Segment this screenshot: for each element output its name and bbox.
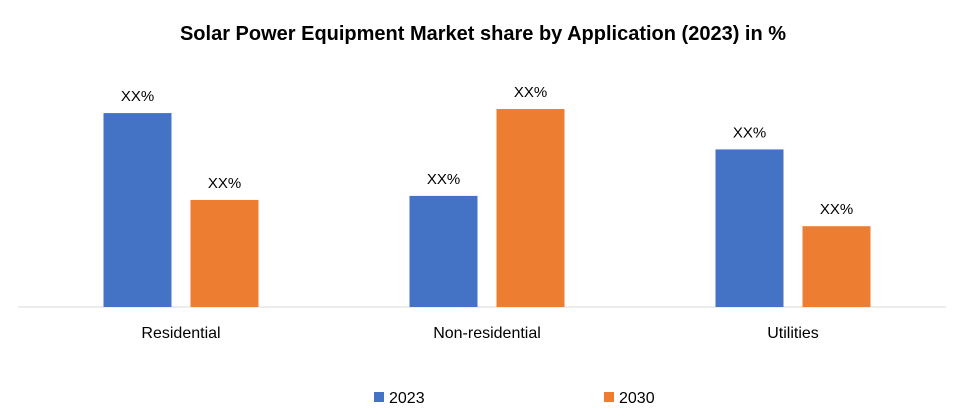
category-label-residential: Residential xyxy=(141,325,220,342)
bars: XX% XX% XX% XX% XX% XX% xyxy=(103,84,871,307)
bar-utilities-2023 xyxy=(715,149,784,307)
data-label-utilities-2023: XX% xyxy=(733,124,766,141)
bar-residential-2023 xyxy=(103,113,172,307)
bar-non-residential-2030 xyxy=(496,109,565,307)
data-label-non-residential-2030: XX% xyxy=(514,84,547,101)
data-label-residential-2023: XX% xyxy=(121,88,154,105)
data-label-residential-2030: XX% xyxy=(208,175,241,192)
legend-label-2023: 2023 xyxy=(389,390,425,407)
category-label-utilities: Utilities xyxy=(767,325,819,342)
category-label-non-residential: Non-residential xyxy=(433,325,541,342)
legend: 2023 2030 xyxy=(374,390,655,407)
legend-swatch-2023 xyxy=(374,392,384,402)
bar-utilities-2030 xyxy=(802,226,871,307)
data-label-non-residential-2023: XX% xyxy=(427,171,460,188)
bar-residential-2030 xyxy=(190,199,259,307)
legend-label-2030: 2030 xyxy=(619,390,655,407)
category-labels: Residential Non-residential Utilities xyxy=(141,325,818,342)
bar-non-residential-2023 xyxy=(409,195,478,307)
legend-swatch-2030 xyxy=(604,392,614,402)
data-label-utilities-2030: XX% xyxy=(820,201,853,218)
chart-title: Solar Power Equipment Market share by Ap… xyxy=(180,23,786,45)
